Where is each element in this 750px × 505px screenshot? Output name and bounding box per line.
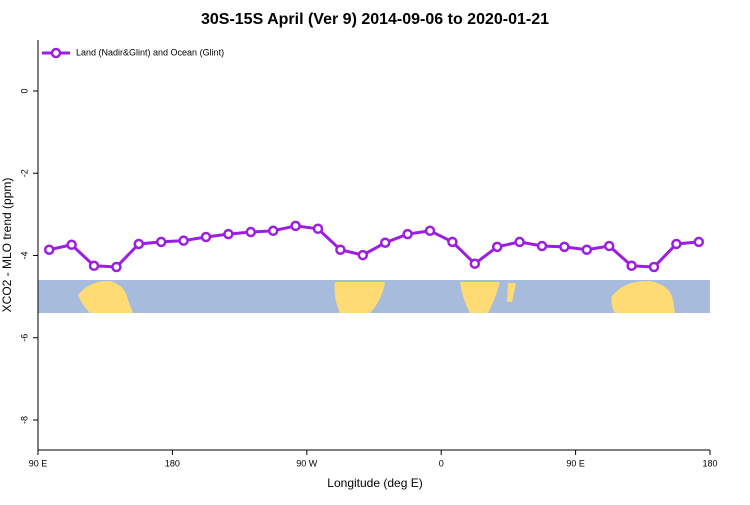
point <box>626 260 637 272</box>
point <box>559 241 570 253</box>
point <box>581 244 593 255</box>
point <box>267 225 279 237</box>
point <box>200 231 212 243</box>
y-tick-label: -2 <box>19 169 29 177</box>
point <box>491 241 503 253</box>
point <box>671 238 682 250</box>
y-tick-label: -6 <box>19 334 29 342</box>
point <box>693 236 705 248</box>
legend-marker <box>50 47 62 59</box>
x-tick-label: 90 E <box>566 458 585 468</box>
point <box>245 226 257 238</box>
x-tick-label: 180 <box>165 458 180 468</box>
x-tick-label: 180 <box>702 458 717 468</box>
point <box>155 236 167 248</box>
point <box>335 244 346 255</box>
legend-label: Land (Nadir&Glint) and Ocean (Glint) <box>76 47 224 57</box>
point <box>43 244 55 255</box>
series-line <box>48 224 699 269</box>
point <box>402 228 413 240</box>
point <box>514 236 525 248</box>
point <box>312 223 324 235</box>
y-tick-label: -8 <box>19 416 29 424</box>
x-tick-label: 90 E <box>29 458 48 468</box>
point <box>66 239 77 251</box>
point <box>603 240 615 252</box>
chart-title: 30S-15S April (Ver 9) 2014-09-06 to 2020… <box>201 11 549 28</box>
x-tick-label: 90 W <box>296 458 318 468</box>
point <box>133 238 145 250</box>
y-tick-label: -4 <box>19 251 29 259</box>
x-tick-label: 0 <box>439 458 444 468</box>
map-band <box>38 280 710 313</box>
point <box>290 220 301 232</box>
y-tick-label: 0 <box>19 88 29 93</box>
point <box>379 237 391 248</box>
point <box>447 236 458 248</box>
point <box>357 249 369 261</box>
point <box>111 261 122 273</box>
y-axis-label: XCO2 - MLO trend (ppm) <box>0 178 14 313</box>
point <box>424 225 436 237</box>
point <box>648 261 660 273</box>
point <box>223 228 234 240</box>
point <box>536 240 548 252</box>
point <box>88 260 100 272</box>
point <box>178 235 189 246</box>
x-axis-label: Longitude (deg E) <box>327 476 422 490</box>
point <box>469 258 481 269</box>
